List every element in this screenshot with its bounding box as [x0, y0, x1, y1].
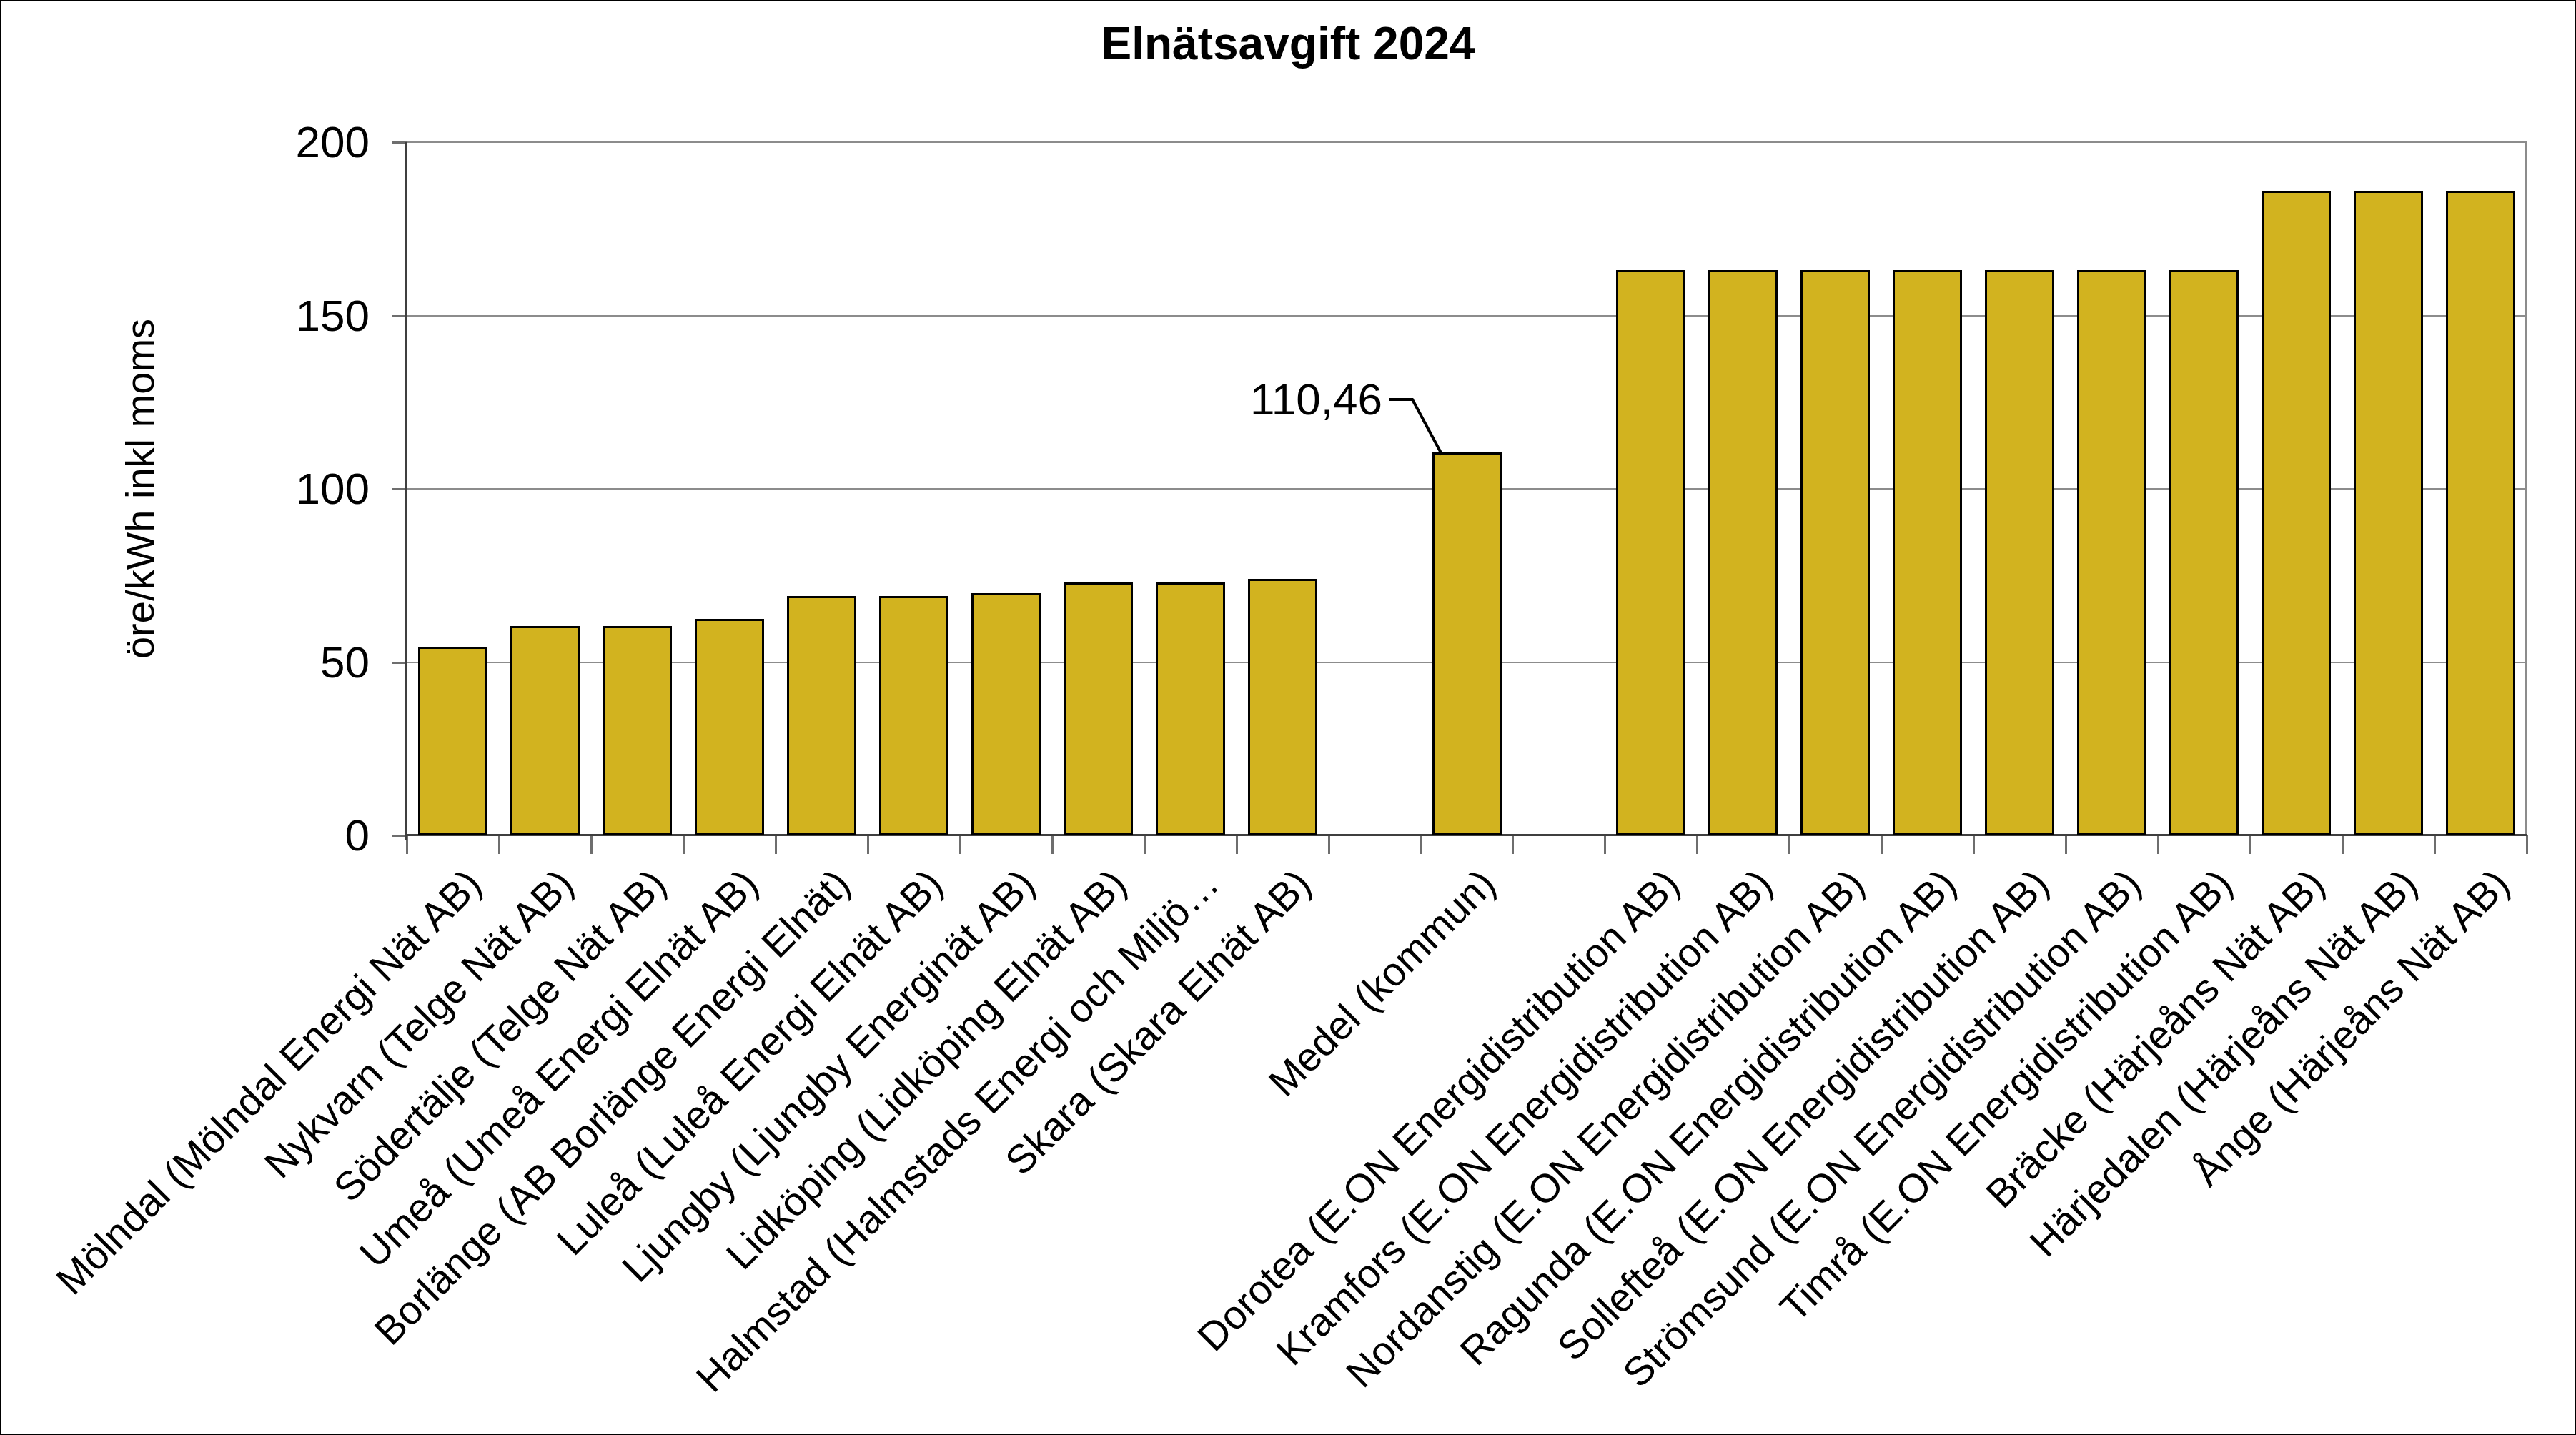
- x-axis-tick: [1604, 835, 1606, 854]
- x-axis-tick: [1420, 835, 1422, 854]
- bar: [1432, 452, 1502, 835]
- bar: [603, 626, 672, 835]
- gridline: [407, 141, 2527, 143]
- y-tick-label: 100: [198, 466, 370, 512]
- x-axis-tick: [1236, 835, 1238, 854]
- plot-right-border: [2525, 142, 2527, 835]
- bar: [2077, 270, 2146, 835]
- y-tick-label: 50: [198, 640, 370, 685]
- x-axis-tick: [2157, 835, 2159, 854]
- bar: [879, 596, 948, 835]
- bar: [1616, 270, 1685, 835]
- annotation-label: 110,46: [1124, 376, 1382, 423]
- bar: [1893, 270, 1962, 835]
- x-axis-tick: [1051, 835, 1054, 854]
- bar: [1064, 582, 1133, 835]
- bar: [1985, 270, 2054, 835]
- bar: [510, 626, 580, 835]
- bar: [787, 596, 856, 835]
- x-axis-tick: [959, 835, 961, 854]
- y-tick-label: 0: [198, 813, 370, 858]
- x-axis-tick: [2526, 835, 2528, 854]
- y-axis-title: öre/kWh inkl moms: [117, 203, 163, 775]
- chart-title: Elnätsavgift 2024: [1, 19, 2575, 69]
- x-axis-tick: [1328, 835, 1330, 854]
- x-axis-tick: [1512, 835, 1514, 854]
- bar: [2446, 191, 2515, 835]
- x-axis-tick: [683, 835, 685, 854]
- x-axis-tick: [498, 835, 500, 854]
- x-axis-tick: [1696, 835, 1698, 854]
- x-axis-tick: [1144, 835, 1146, 854]
- x-axis-tick: [1973, 835, 1975, 854]
- bar: [1800, 270, 1870, 835]
- x-axis-tick: [2249, 835, 2251, 854]
- bar: [1248, 579, 1317, 835]
- x-axis-tick: [1788, 835, 1790, 854]
- x-axis-tick: [2342, 835, 2344, 854]
- y-tick-label: 150: [198, 293, 370, 339]
- bar: [2169, 270, 2239, 835]
- x-axis-tick: [2434, 835, 2436, 854]
- chart-figure: Elnätsavgift 2024 öre/kWh inkl moms 0 50 1…: [0, 0, 2576, 1435]
- x-axis-tick: [2065, 835, 2067, 854]
- x-axis-tick: [1881, 835, 1883, 854]
- x-axis-tick: [775, 835, 777, 854]
- bar: [418, 647, 487, 835]
- y-axis-line: [405, 142, 407, 840]
- bar: [971, 593, 1041, 836]
- bar: [1708, 270, 1778, 835]
- bar: [2262, 191, 2331, 835]
- bar: [695, 619, 764, 835]
- x-axis-tick: [867, 835, 869, 854]
- y-tick-label: 200: [198, 119, 370, 165]
- bar: [2354, 191, 2423, 835]
- x-axis-tick: [590, 835, 593, 854]
- bar: [1156, 582, 1225, 835]
